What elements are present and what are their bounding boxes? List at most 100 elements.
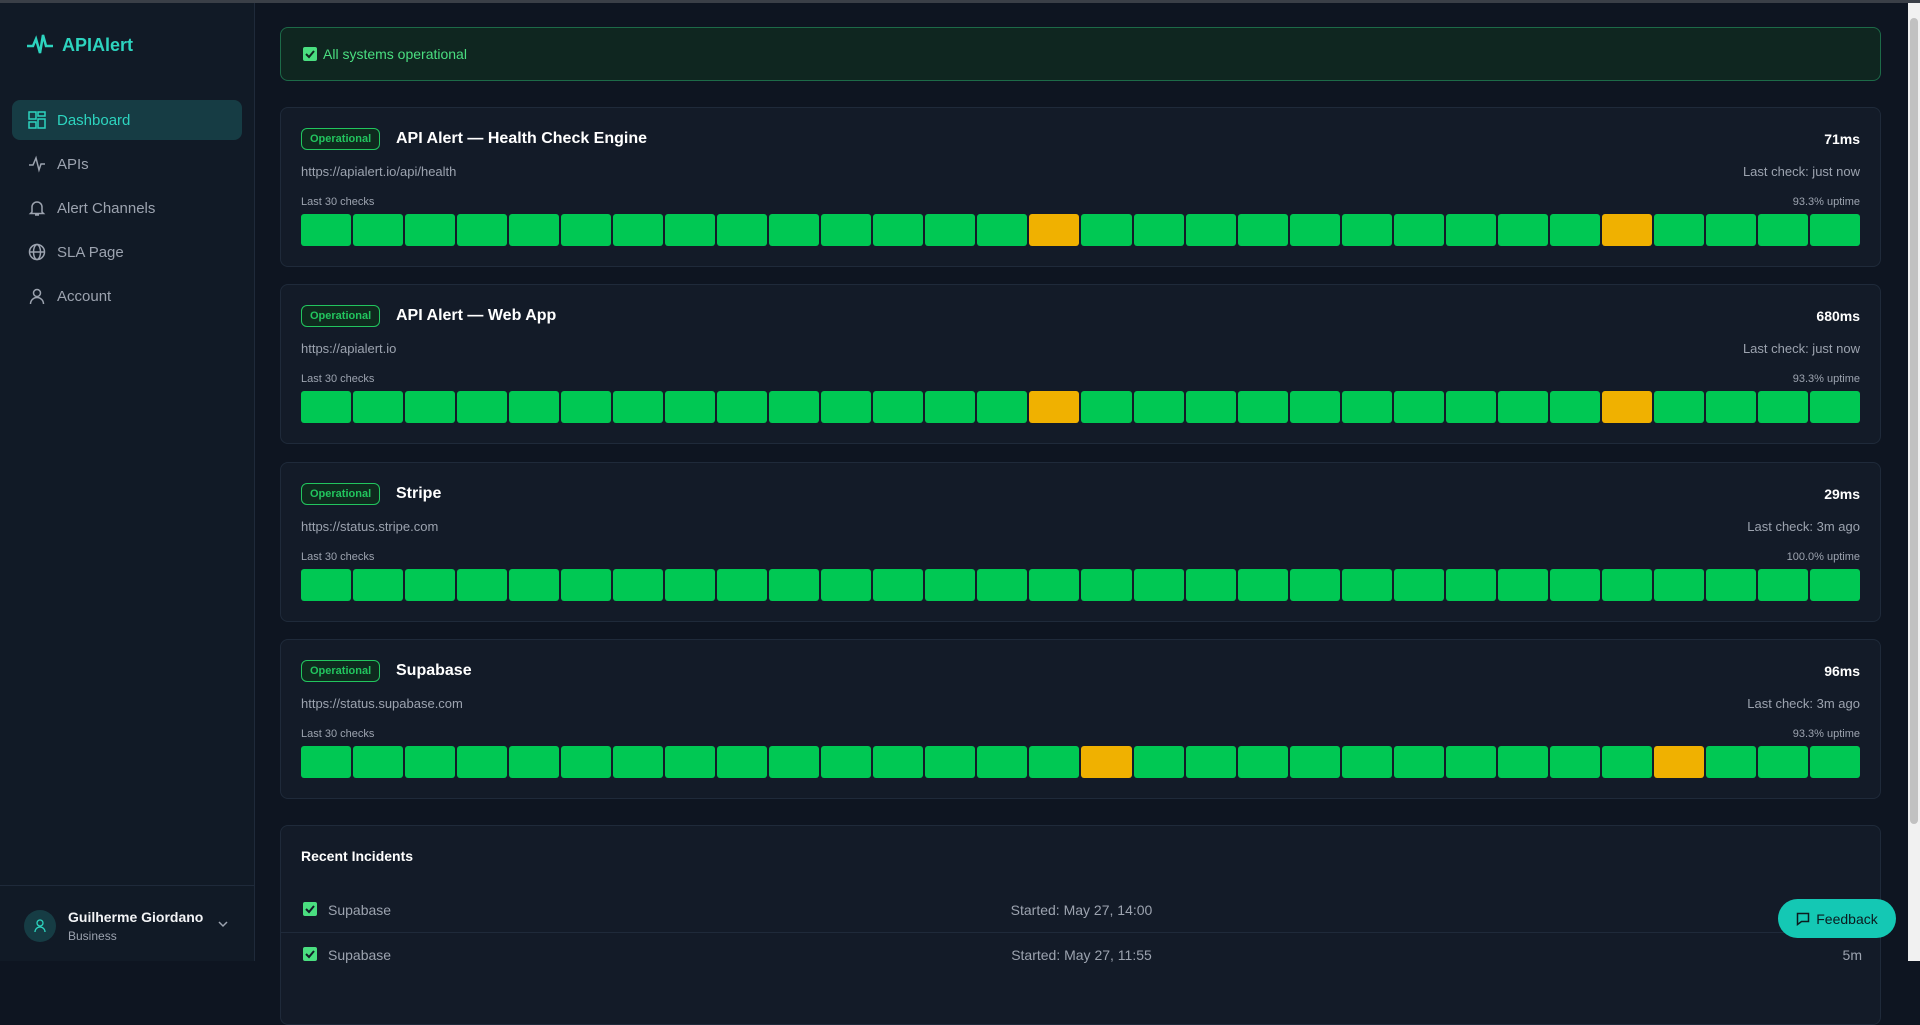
check-bar bbox=[1029, 391, 1080, 423]
status-badge: Operational bbox=[301, 660, 381, 682]
check-bar bbox=[1029, 746, 1080, 778]
status-banner: All systems operational bbox=[280, 27, 1881, 81]
brand[interactable]: APIAlert bbox=[26, 31, 133, 59]
latency: 71ms bbox=[1824, 131, 1860, 147]
check-bar bbox=[1237, 391, 1288, 423]
check-bar bbox=[509, 214, 560, 246]
monitor-card[interactable]: Operational API Alert — Health Check Engi… bbox=[280, 107, 1881, 267]
check-bar bbox=[717, 746, 768, 778]
checks-label: Last 30 checks bbox=[301, 728, 375, 740]
check-bars bbox=[301, 214, 1860, 246]
sidebar: APIAlert Dashboard APIs Alert Channels S… bbox=[0, 3, 255, 961]
check-bar bbox=[301, 391, 352, 423]
check-bar bbox=[405, 569, 456, 601]
check-bar bbox=[769, 391, 820, 423]
check-bar bbox=[1601, 569, 1652, 601]
check-bar bbox=[1549, 569, 1600, 601]
check-bar bbox=[1133, 391, 1184, 423]
feedback-button[interactable]: Feedback bbox=[1778, 899, 1896, 938]
nav-item[interactable]: SLA Page bbox=[12, 232, 242, 272]
uptime: 93.3% uptime bbox=[1792, 196, 1860, 208]
check-bar bbox=[1653, 746, 1704, 778]
user-menu[interactable]: Guilherme Giordano Business bbox=[0, 885, 254, 961]
check-bar bbox=[613, 746, 664, 778]
uptime: 93.3% uptime bbox=[1792, 373, 1860, 385]
check-bar bbox=[665, 746, 716, 778]
check-bar bbox=[1549, 746, 1600, 778]
check-bar bbox=[457, 569, 508, 601]
incident-start: Started: May 27, 11:55 bbox=[1011, 947, 1152, 963]
check-bar bbox=[301, 569, 352, 601]
main: All systems operational Operational API A… bbox=[255, 3, 1908, 1025]
check-bar bbox=[1081, 569, 1132, 601]
check-bar bbox=[1705, 391, 1756, 423]
check-bar bbox=[1133, 214, 1184, 246]
incident-icon bbox=[303, 947, 317, 964]
check-bar bbox=[821, 391, 872, 423]
scrollbar-thumb[interactable] bbox=[1910, 18, 1918, 824]
check-bar bbox=[1185, 569, 1236, 601]
check-bar bbox=[925, 214, 976, 246]
latency: 680ms bbox=[1816, 308, 1860, 324]
check-bar bbox=[1393, 569, 1444, 601]
uptime: 100.0% uptime bbox=[1786, 551, 1860, 563]
check-bar bbox=[1185, 746, 1236, 778]
check-bar bbox=[1809, 391, 1860, 423]
nav-label: SLA Page bbox=[57, 243, 124, 261]
check-bar bbox=[1237, 569, 1288, 601]
nav-label: Alert Channels bbox=[57, 199, 156, 217]
check-bars bbox=[301, 391, 1860, 423]
check-bar bbox=[1549, 214, 1600, 246]
brand-name: APIAlert bbox=[62, 34, 134, 55]
monitor-card[interactable]: Operational API Alert — Web App 680ms https… bbox=[280, 284, 1881, 444]
check-bar bbox=[769, 214, 820, 246]
incident-start: Started: May 27, 14:00 bbox=[1010, 902, 1153, 918]
nav-item[interactable]: Dashboard bbox=[12, 100, 242, 140]
check-bar bbox=[1445, 569, 1496, 601]
check-bar bbox=[1289, 214, 1340, 246]
monitor-card[interactable]: Operational Supabase 96ms https://status.su… bbox=[280, 639, 1881, 799]
check-bar bbox=[1393, 391, 1444, 423]
check-bar bbox=[561, 391, 612, 423]
checks-label: Last 30 checks bbox=[301, 196, 375, 208]
monitor-url: https://apialert.io bbox=[301, 341, 397, 356]
check-bar bbox=[1185, 214, 1236, 246]
uptime: 93.3% uptime bbox=[1792, 728, 1860, 740]
checks-label: Last 30 checks bbox=[301, 551, 375, 563]
check-bar bbox=[353, 391, 404, 423]
check-bar bbox=[977, 214, 1028, 246]
check-bar bbox=[1289, 391, 1340, 423]
check-bar bbox=[457, 746, 508, 778]
check-bars bbox=[301, 746, 1860, 778]
check-bar bbox=[977, 391, 1028, 423]
check-bar bbox=[1029, 214, 1080, 246]
check-bar bbox=[1601, 746, 1652, 778]
check-bar bbox=[1341, 746, 1392, 778]
check-bar bbox=[1757, 391, 1808, 423]
check-bar bbox=[1341, 391, 1392, 423]
nav-label: Dashboard bbox=[57, 111, 131, 129]
check-bar bbox=[1341, 214, 1392, 246]
incident-name: Supabase bbox=[328, 947, 392, 963]
nav-item[interactable]: APIs bbox=[12, 144, 242, 184]
check-bar bbox=[1757, 746, 1808, 778]
check-bar bbox=[717, 391, 768, 423]
check-bar bbox=[353, 214, 404, 246]
top-border bbox=[0, 0, 1920, 3]
check-bar bbox=[1705, 569, 1756, 601]
check-bar bbox=[821, 746, 872, 778]
nav-item[interactable]: Alert Channels bbox=[12, 188, 242, 228]
last-check: Last check: just now bbox=[1742, 164, 1860, 179]
incident-row[interactable]: Supabase Started: May 27, 11:55 5m bbox=[281, 932, 1882, 976]
check-bar bbox=[405, 746, 456, 778]
monitor-card[interactable]: Operational Stripe 29ms https://status.stri… bbox=[280, 462, 1881, 622]
check-bar bbox=[1185, 391, 1236, 423]
nav-item[interactable]: Account bbox=[12, 276, 242, 316]
monitor-url: https://status.stripe.com bbox=[301, 519, 439, 534]
check-bar bbox=[1705, 746, 1756, 778]
check-bars bbox=[301, 569, 1860, 601]
check-bar bbox=[1081, 391, 1132, 423]
check-bar bbox=[1445, 214, 1496, 246]
check-bar bbox=[769, 569, 820, 601]
